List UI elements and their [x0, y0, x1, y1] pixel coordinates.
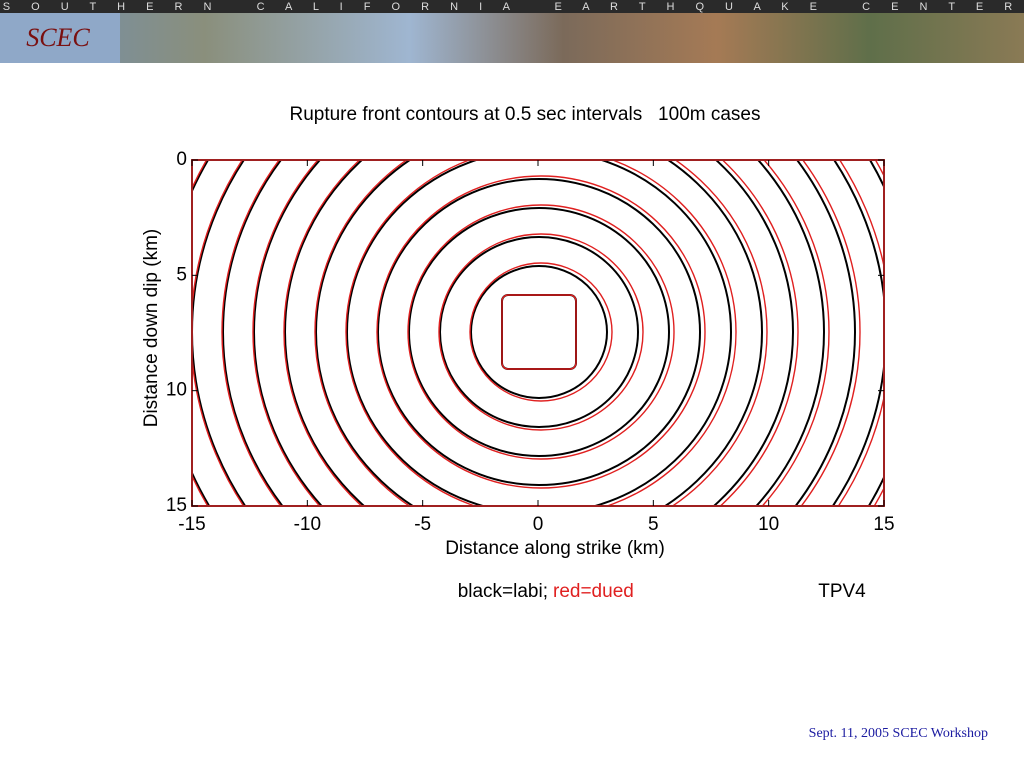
contour-line — [284, 160, 794, 506]
x-tick-label: 5 — [648, 514, 659, 535]
banner-text: S O U T H E R N C A L I F O R N I A E A … — [3, 1, 1022, 13]
contour-line — [222, 160, 856, 506]
x-tick-label: 10 — [758, 514, 779, 535]
contour-line — [192, 160, 884, 506]
x-tick-label: -10 — [294, 514, 321, 535]
contour-line — [470, 265, 608, 399]
contour-line — [221, 160, 861, 506]
logo: SCEC — [26, 23, 90, 52]
footer: Sept. 11, 2005 SCEC Workshop — [809, 726, 988, 741]
contour-line — [283, 160, 799, 506]
contour-line — [408, 207, 670, 457]
contour-line — [315, 160, 763, 506]
contour-line — [438, 233, 644, 431]
contour-line — [439, 236, 639, 428]
contour-line — [253, 160, 825, 506]
contour-line — [345, 160, 737, 506]
y-axis-label: Distance down dip (km) — [141, 229, 162, 428]
x-axis-label: Distance along strike (km) — [445, 538, 665, 559]
y-tick-label: 15 — [166, 495, 187, 516]
chart-title: Rupture front contours at 0.5 sec interv… — [289, 104, 760, 125]
contour-line — [377, 178, 701, 486]
contour-line — [407, 204, 675, 460]
x-tick-label: 15 — [873, 514, 894, 535]
annotation: TPV4 — [818, 581, 866, 602]
contour-line — [252, 160, 830, 506]
contour-line — [501, 294, 577, 370]
banner-strip — [0, 0, 1024, 13]
contour-line — [376, 175, 706, 489]
contour-line — [501, 294, 577, 370]
contour-line — [346, 160, 732, 506]
y-tick-label: 10 — [166, 380, 187, 401]
contour-line — [314, 160, 768, 506]
x-tick-label: -15 — [178, 514, 205, 535]
legend-entry: red=dued — [553, 581, 634, 602]
contours — [192, 160, 884, 506]
logo-bg — [0, 13, 120, 63]
legend-entry: black=labi; — [458, 581, 548, 602]
y-tick-label: 0 — [176, 149, 187, 170]
x-tick-label: -5 — [414, 514, 431, 535]
y-tick-label: 5 — [176, 264, 187, 285]
x-tick-label: 0 — [533, 514, 544, 535]
plot-frame — [191, 159, 885, 507]
contour-line — [469, 262, 613, 402]
